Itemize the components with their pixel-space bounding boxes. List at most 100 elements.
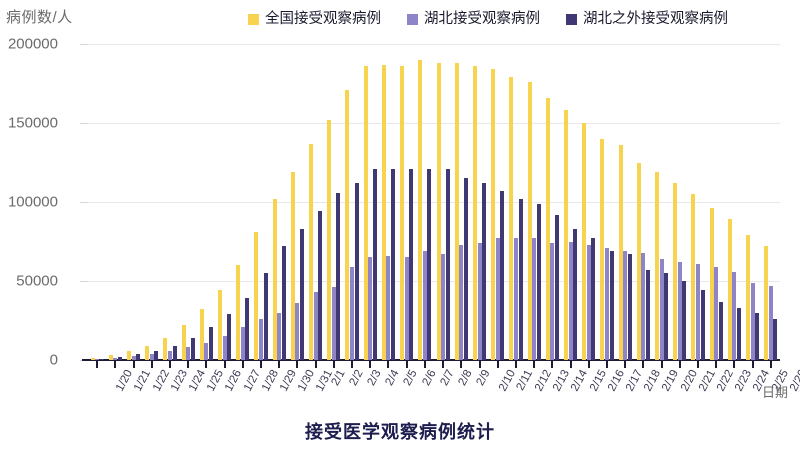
bar-hubei[interactable] xyxy=(568,241,573,360)
legend-item[interactable]: 全国接受观察病例 xyxy=(248,12,381,27)
bar-group[interactable] xyxy=(379,44,397,360)
bar-group[interactable] xyxy=(434,44,452,360)
bar-outside-hubei[interactable] xyxy=(227,314,232,360)
bar-total-nationwide[interactable] xyxy=(327,119,332,360)
bar-hubei[interactable] xyxy=(295,303,300,360)
bar-hubei[interactable] xyxy=(368,257,373,360)
bar-hubei[interactable] xyxy=(240,326,245,360)
bar-hubei[interactable] xyxy=(331,287,336,360)
bar-group[interactable] xyxy=(234,44,252,360)
bar-hubei[interactable] xyxy=(131,356,136,360)
bar-hubei[interactable] xyxy=(350,266,355,360)
bar-total-nationwide[interactable] xyxy=(163,337,168,360)
bar-hubei[interactable] xyxy=(404,257,409,360)
bar-group[interactable] xyxy=(744,44,762,360)
bar-outside-hubei[interactable] xyxy=(136,354,141,360)
bar-outside-hubei[interactable] xyxy=(500,190,505,360)
bar-outside-hubei[interactable] xyxy=(245,298,250,360)
bar-group[interactable] xyxy=(653,44,671,360)
bar-hubei[interactable] xyxy=(659,258,664,360)
bar-total-nationwide[interactable] xyxy=(236,265,241,360)
bar-outside-hubei[interactable] xyxy=(354,183,359,360)
bar-hubei[interactable] xyxy=(277,312,282,360)
bar-group[interactable] xyxy=(762,44,780,360)
bar-total-nationwide[interactable] xyxy=(254,232,259,360)
bar-outside-hubei[interactable] xyxy=(172,346,177,360)
bar-total-nationwide[interactable] xyxy=(709,208,714,360)
bar-outside-hubei[interactable] xyxy=(409,168,414,360)
bar-outside-hubei[interactable] xyxy=(391,168,396,360)
bar-group[interactable] xyxy=(179,44,197,360)
bar-hubei[interactable] xyxy=(186,347,191,360)
bar-hubei[interactable] xyxy=(495,238,500,360)
bar-outside-hubei[interactable] xyxy=(700,290,705,360)
bar-group[interactable] xyxy=(489,44,507,360)
bar-hubei[interactable] xyxy=(586,244,591,360)
bar-hubei[interactable] xyxy=(532,238,537,360)
bar-outside-hubei[interactable] xyxy=(718,301,723,360)
bar-group[interactable] xyxy=(215,44,233,360)
bar-hubei[interactable] xyxy=(677,262,682,360)
bar-total-nationwide[interactable] xyxy=(491,69,496,360)
bar-group[interactable] xyxy=(106,44,124,360)
bar-outside-hubei[interactable] xyxy=(737,307,742,360)
bar-outside-hubei[interactable] xyxy=(627,254,632,360)
bar-outside-hubei[interactable] xyxy=(336,192,341,360)
bar-group[interactable] xyxy=(507,44,525,360)
legend-item[interactable]: 湖北接受观察病例 xyxy=(407,12,540,27)
bar-hubei[interactable] xyxy=(623,250,628,360)
bar-group[interactable] xyxy=(361,44,379,360)
bar-group[interactable] xyxy=(634,44,652,360)
bar-hubei[interactable] xyxy=(513,238,518,360)
bar-group[interactable] xyxy=(398,44,416,360)
bar-outside-hubei[interactable] xyxy=(755,312,760,360)
bar-outside-hubei[interactable] xyxy=(445,168,450,360)
bar-hubei[interactable] xyxy=(768,285,773,360)
bar-total-nationwide[interactable] xyxy=(673,183,678,360)
bar-group[interactable] xyxy=(325,44,343,360)
bar-hubei[interactable] xyxy=(696,263,701,360)
bar-total-nationwide[interactable] xyxy=(527,81,532,360)
bar-total-nationwide[interactable] xyxy=(655,171,660,360)
bar-outside-hubei[interactable] xyxy=(318,211,323,360)
bar-total-nationwide[interactable] xyxy=(600,138,605,360)
bar-hubei[interactable] xyxy=(714,266,719,360)
bar-group[interactable] xyxy=(561,44,579,360)
bar-outside-hubei[interactable] xyxy=(372,168,377,360)
bar-total-nationwide[interactable] xyxy=(436,62,441,360)
bar-group[interactable] xyxy=(343,44,361,360)
bar-total-nationwide[interactable] xyxy=(90,358,95,360)
bar-outside-hubei[interactable] xyxy=(591,238,596,360)
bar-hubei[interactable] xyxy=(167,351,172,360)
bar-hubei[interactable] xyxy=(95,359,100,360)
bar-total-nationwide[interactable] xyxy=(381,64,386,360)
bar-hubei[interactable] xyxy=(386,255,391,360)
bar-total-nationwide[interactable] xyxy=(509,77,514,360)
bar-total-nationwide[interactable] xyxy=(418,59,423,360)
bar-group[interactable] xyxy=(452,44,470,360)
bar-hubei[interactable] xyxy=(313,292,318,360)
bar-total-nationwide[interactable] xyxy=(545,97,550,360)
bar-outside-hubei[interactable] xyxy=(190,337,195,360)
bar-hubei[interactable] xyxy=(604,247,609,360)
bar-hubei[interactable] xyxy=(222,336,227,360)
bar-outside-hubei[interactable] xyxy=(482,183,487,360)
bar-outside-hubei[interactable] xyxy=(536,203,541,360)
bar-total-nationwide[interactable] xyxy=(691,194,696,360)
bar-outside-hubei[interactable] xyxy=(609,250,614,360)
bar-total-nationwide[interactable] xyxy=(764,246,769,360)
bar-outside-hubei[interactable] xyxy=(646,269,650,360)
bar-hubei[interactable] xyxy=(459,244,464,360)
bar-group[interactable] xyxy=(725,44,743,360)
bar-total-nationwide[interactable] xyxy=(145,345,150,360)
bar-group[interactable] xyxy=(252,44,270,360)
bar-group[interactable] xyxy=(525,44,543,360)
bar-total-nationwide[interactable] xyxy=(181,325,186,360)
bar-hubei[interactable] xyxy=(149,354,154,360)
bar-outside-hubei[interactable] xyxy=(208,326,213,360)
bar-total-nationwide[interactable] xyxy=(400,66,405,360)
bar-total-nationwide[interactable] xyxy=(290,171,295,360)
bar-hubei[interactable] xyxy=(641,252,646,360)
bar-hubei[interactable] xyxy=(204,342,209,360)
bar-outside-hubei[interactable] xyxy=(554,214,559,360)
